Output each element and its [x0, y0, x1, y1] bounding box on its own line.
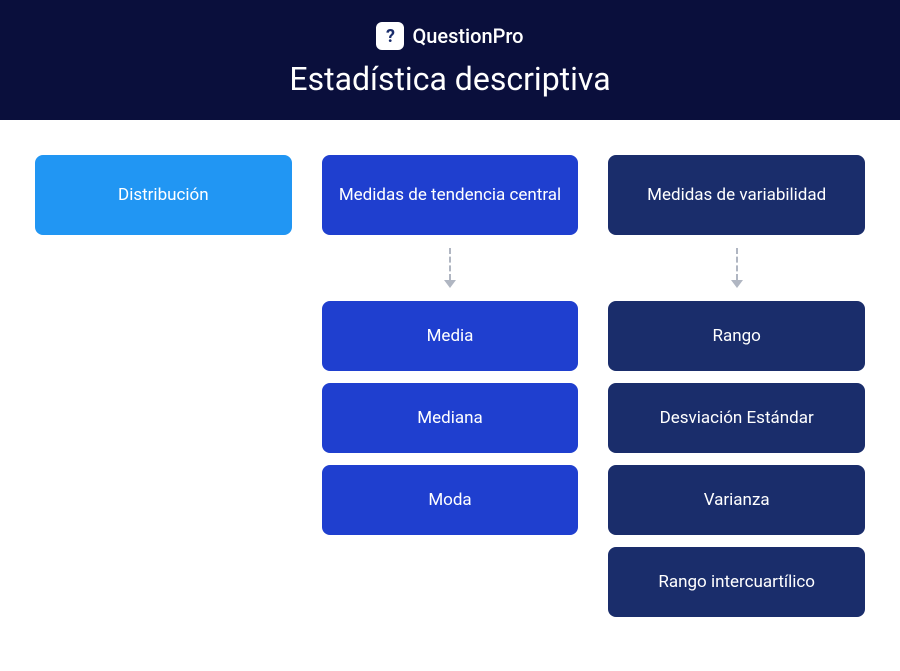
- box-distribucion: Distribución: [35, 155, 292, 235]
- arrow-down-icon: [444, 243, 456, 293]
- diagram-content: Distribución Medidas de tendencia centra…: [0, 120, 900, 649]
- box-desviacion: Desviación Estándar: [608, 383, 865, 453]
- box-rango: Rango: [608, 301, 865, 371]
- box-rango-intercuartilico: Rango intercuartílico: [608, 547, 865, 617]
- brand-name: QuestionPro: [412, 24, 523, 48]
- page-header: ? QuestionPro Estadística descriptiva: [0, 0, 900, 120]
- box-media: Media: [322, 301, 579, 371]
- box-variabilidad: Medidas de variabilidad: [608, 155, 865, 235]
- box-varianza: Varianza: [608, 465, 865, 535]
- page-title: Estadística descriptiva: [289, 60, 610, 98]
- column-distribucion: Distribución: [35, 155, 292, 629]
- column-variabilidad: Medidas de variabilidad Rango Desviación…: [608, 155, 865, 629]
- brand: ? QuestionPro: [376, 22, 523, 50]
- questionpro-logo-icon: ?: [376, 22, 404, 50]
- arrow-down-icon: [731, 243, 743, 293]
- box-tendencia-central: Medidas de tendencia central: [322, 155, 579, 235]
- box-mediana: Mediana: [322, 383, 579, 453]
- box-moda: Moda: [322, 465, 579, 535]
- column-tendencia-central: Medidas de tendencia central Media Media…: [322, 155, 579, 629]
